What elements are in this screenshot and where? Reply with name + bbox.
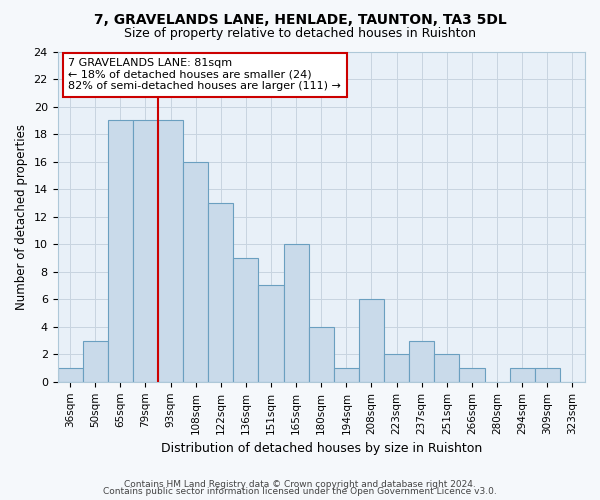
Bar	[460, 368, 485, 382]
Text: 7, GRAVELANDS LANE, HENLADE, TAUNTON, TA3 5DL: 7, GRAVELANDS LANE, HENLADE, TAUNTON, TA…	[94, 12, 506, 26]
Bar	[384, 354, 409, 382]
Text: Contains public sector information licensed under the Open Government Licence v3: Contains public sector information licen…	[103, 488, 497, 496]
Bar	[535, 368, 560, 382]
Text: Size of property relative to detached houses in Ruishton: Size of property relative to detached ho…	[124, 26, 476, 40]
Bar	[83, 340, 108, 382]
Bar	[309, 327, 334, 382]
Bar	[133, 120, 158, 382]
Bar	[108, 120, 133, 382]
Bar	[434, 354, 460, 382]
Bar	[509, 368, 535, 382]
Bar	[183, 162, 208, 382]
Bar	[233, 258, 259, 382]
Text: 7 GRAVELANDS LANE: 81sqm
← 18% of detached houses are smaller (24)
82% of semi-d: 7 GRAVELANDS LANE: 81sqm ← 18% of detach…	[68, 58, 341, 92]
Bar	[284, 244, 309, 382]
Bar	[334, 368, 359, 382]
Bar	[58, 368, 83, 382]
Y-axis label: Number of detached properties: Number of detached properties	[15, 124, 28, 310]
Bar	[158, 120, 183, 382]
Bar	[259, 286, 284, 382]
Bar	[409, 340, 434, 382]
Bar	[359, 299, 384, 382]
Text: Contains HM Land Registry data © Crown copyright and database right 2024.: Contains HM Land Registry data © Crown c…	[124, 480, 476, 489]
Bar	[208, 203, 233, 382]
X-axis label: Distribution of detached houses by size in Ruishton: Distribution of detached houses by size …	[161, 442, 482, 455]
